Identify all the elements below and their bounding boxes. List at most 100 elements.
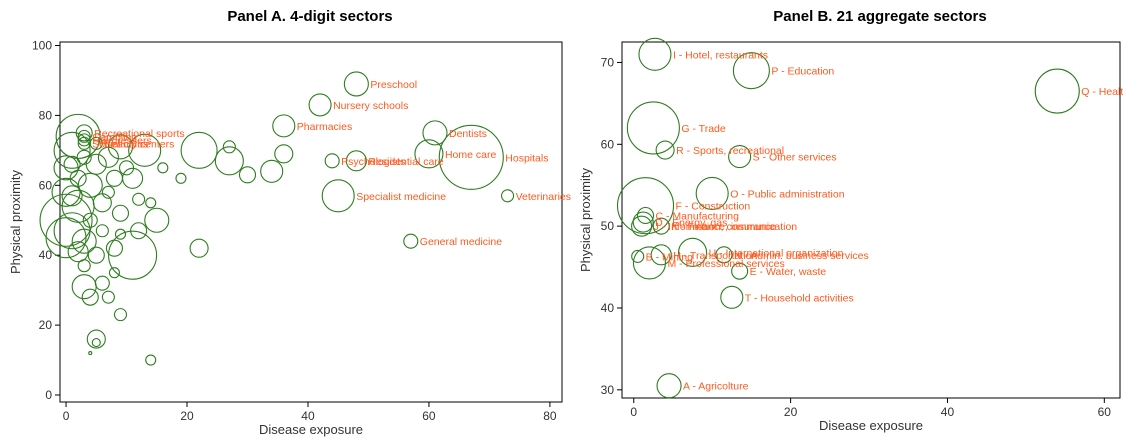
panel-a-bubble (180, 131, 218, 169)
panel-a-point-label: Residential care (368, 156, 443, 168)
panel-a-bubble (39, 193, 93, 247)
panel-b-bubble (650, 244, 672, 266)
panel-b-title: Panel B. 21 aggregate sectors (773, 8, 987, 25)
panel-a-bubble (67, 241, 89, 263)
panel-a-x-tick-label: 40 (301, 409, 315, 423)
panel-a-x-tick-label: 20 (180, 409, 194, 423)
panel-a-point-label: Hospitals (505, 152, 548, 164)
panel-b-x-tick-label: 20 (784, 405, 798, 419)
panel-a-title: Panel A. 4-digit sectors (227, 8, 393, 25)
panel-a-x-tick-label: 60 (422, 409, 436, 423)
panel-a-bubble (86, 329, 106, 349)
panel-b-bubble (631, 215, 653, 237)
panel-a-bubble (77, 129, 91, 143)
panel-b-point-label: R - Sports, recreational (676, 145, 784, 157)
panel-b-point-label: H - Transportation (673, 250, 757, 262)
panel-a-point-label: Gambling (92, 131, 137, 143)
panel-a-point-label: General medicine (420, 236, 502, 248)
panel-a-bubble (324, 153, 340, 169)
panel-a-bubble (403, 233, 419, 249)
panel-a-bubble (77, 172, 103, 198)
panel-a-y-axis-label: Physical proximity (8, 169, 23, 274)
panel-a-bubble (145, 354, 157, 366)
panel-b-point-label: T - Household activities (745, 292, 854, 304)
panel-a-bubble (113, 308, 128, 322)
panel-a-bubble (438, 124, 504, 190)
panel-b-point-label: O - Public administration (730, 188, 845, 200)
panel-b-bubble (632, 246, 666, 280)
panel-b-point-label: S - Other services (753, 152, 837, 164)
panel-b-point-label: Q - Health (1081, 86, 1123, 98)
panel-b-bubble (695, 176, 729, 210)
panel-b-y-axis-label: Physical proximity (578, 167, 593, 272)
panel-a-y-tick-label: 100 (32, 38, 52, 52)
panel-a-bubble (321, 179, 355, 213)
panel-b-y-tick-label: 50 (601, 219, 615, 233)
panel-a-bubble (157, 162, 169, 174)
panel-a-point-label: Nursery schools (333, 100, 408, 112)
panel-b-x-axis-label: Disease exposure (819, 418, 923, 433)
panel-a-bubble (114, 228, 127, 240)
panel-b-bubble (616, 177, 675, 235)
panel-b-bubble (632, 211, 654, 233)
panel-a-y-tick-label: 0 (45, 388, 52, 402)
panel-b-bubble (652, 217, 670, 235)
panel-a-bubble (308, 93, 332, 117)
panel-b-point-label: A - Agricolture (683, 381, 749, 393)
panel-a-bubble (63, 155, 81, 173)
panel-a-bubble (343, 71, 369, 97)
panel-a-bubble (95, 224, 109, 238)
panel-a-point-label: Pharmacies (297, 121, 352, 133)
panel-a-bubble (82, 212, 98, 228)
panel-a-y-tick-label: 40 (39, 248, 53, 262)
panel-b-point-label: M - Professional services (667, 258, 784, 270)
panel-a-plot-frame (59, 41, 563, 403)
panel-a-bubble (53, 155, 79, 181)
panel-b-point-label: C - Manufacturing (656, 210, 740, 222)
panel-b-bubble (655, 140, 675, 160)
panel-a-bubble (76, 149, 92, 165)
panel-b-point-label: D - Energy, gas (655, 217, 727, 229)
panel-b-point-label: U - International organization (709, 247, 844, 259)
panel-b-bubble (731, 262, 749, 280)
panel-a-bubble (175, 172, 187, 184)
panel-b-plot-frame (621, 41, 1121, 399)
panel-a-bubble (45, 217, 87, 259)
panel-a-y-tick-label: 60 (39, 178, 53, 192)
panel-a-bubble (238, 166, 257, 184)
panel-b-bubble (626, 101, 680, 155)
panel-b-y-tick-label: 70 (601, 55, 615, 69)
panel-a-bubble (101, 185, 115, 199)
panel-a-bubble (214, 146, 244, 176)
panel-a-bubble (130, 222, 148, 240)
panel-b-point-label: E - Water, waste (750, 266, 827, 278)
panel-a-bubble (414, 139, 444, 169)
panel-a-y-tick-label: 20 (39, 318, 53, 332)
panel-a-bubble (132, 192, 146, 206)
panel-b-point-label: F - Construction (676, 201, 751, 213)
panel-a-bubble (501, 189, 515, 203)
panel-b-bubble (720, 285, 744, 309)
panel-b-y-tick-label: 60 (601, 137, 615, 151)
panel-a-y-tick-label: 80 (39, 108, 53, 122)
panel-b-x-tick-label: 60 (1098, 405, 1112, 419)
panel-b-x-tick-label: 40 (941, 405, 955, 419)
panel-b-bubble (715, 246, 733, 264)
panel-a-bubble (88, 351, 93, 356)
panel-b-bubble (728, 145, 752, 169)
panel-a-point-label: Preschool (370, 79, 417, 91)
panel-a-bubble (107, 134, 134, 160)
panel-b-bubble (678, 237, 708, 267)
panel-b-point-label: G - Trade (681, 123, 726, 135)
panel-b-point-label: N - Admin. business services (734, 250, 869, 262)
panel-a-x-tick-label: 0 (63, 409, 70, 423)
panel-a-bubble (77, 133, 91, 147)
panel-a-bubble (222, 140, 236, 154)
panel-b-bubble (638, 37, 672, 71)
panel-a-bubble (87, 246, 105, 264)
panel-a-point-label: Home care (445, 149, 497, 161)
panel-b-bubble (631, 249, 645, 263)
panel-a-bubble (422, 120, 448, 146)
panel-a-point-label: Psychologists (341, 156, 405, 168)
